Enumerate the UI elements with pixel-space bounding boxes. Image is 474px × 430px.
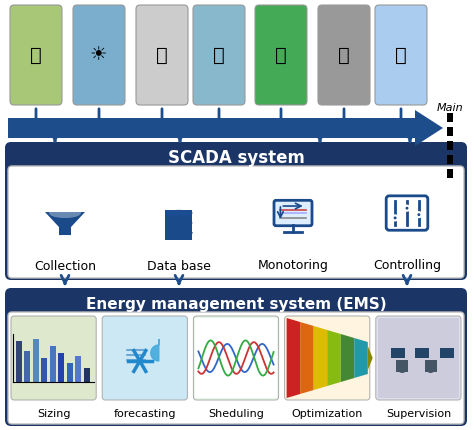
Text: Optimization: Optimization <box>292 409 363 419</box>
FancyBboxPatch shape <box>375 5 427 105</box>
FancyBboxPatch shape <box>5 288 467 426</box>
Bar <box>58 353 64 382</box>
Bar <box>396 360 408 372</box>
Text: Data base: Data base <box>147 259 211 273</box>
Bar <box>195 318 277 398</box>
Text: 🏭: 🏭 <box>156 46 168 64</box>
Polygon shape <box>300 322 314 394</box>
Bar <box>425 360 437 372</box>
Bar <box>447 169 453 178</box>
Bar <box>415 348 429 358</box>
Bar <box>447 113 453 122</box>
Ellipse shape <box>165 220 192 226</box>
Polygon shape <box>327 330 341 386</box>
FancyBboxPatch shape <box>255 5 307 105</box>
Text: 🌬️: 🌬️ <box>30 46 42 64</box>
FancyBboxPatch shape <box>10 5 62 105</box>
Text: 🏠: 🏠 <box>395 46 407 64</box>
Text: 🗄️: 🗄️ <box>338 46 350 64</box>
FancyBboxPatch shape <box>376 316 461 400</box>
Polygon shape <box>341 334 354 382</box>
Text: Sizing: Sizing <box>37 409 70 419</box>
Text: 🏔️: 🏔️ <box>213 46 225 64</box>
Bar <box>84 368 90 382</box>
Polygon shape <box>314 326 327 390</box>
Bar <box>165 220 192 230</box>
Circle shape <box>404 206 410 211</box>
Bar <box>447 141 453 150</box>
Polygon shape <box>354 338 368 378</box>
Bar <box>165 230 192 240</box>
Bar <box>165 210 192 220</box>
Polygon shape <box>151 339 159 361</box>
Text: forecasting: forecasting <box>114 409 176 419</box>
Ellipse shape <box>49 208 81 218</box>
Text: Main: Main <box>437 103 463 113</box>
Bar <box>8 118 415 138</box>
Bar <box>16 341 21 382</box>
Bar <box>440 348 454 358</box>
FancyBboxPatch shape <box>284 316 370 400</box>
Ellipse shape <box>165 230 192 236</box>
Circle shape <box>397 363 407 373</box>
FancyBboxPatch shape <box>193 316 279 400</box>
Text: Sheduling: Sheduling <box>208 409 264 419</box>
Bar <box>41 358 47 382</box>
FancyBboxPatch shape <box>318 5 370 105</box>
Text: Monotoring: Monotoring <box>257 259 328 273</box>
FancyBboxPatch shape <box>8 312 464 424</box>
Circle shape <box>392 215 398 221</box>
Bar <box>24 351 30 382</box>
Bar <box>33 339 39 382</box>
Circle shape <box>426 363 436 373</box>
Polygon shape <box>287 318 300 398</box>
Text: 🔋: 🔋 <box>275 46 287 64</box>
Bar <box>50 346 56 382</box>
Text: Supervision: Supervision <box>386 409 451 419</box>
Circle shape <box>416 212 421 217</box>
Ellipse shape <box>165 210 192 216</box>
FancyBboxPatch shape <box>102 316 187 400</box>
FancyBboxPatch shape <box>136 5 188 105</box>
Bar <box>378 318 459 398</box>
Text: SCADA system: SCADA system <box>168 149 304 167</box>
Bar <box>67 363 73 382</box>
Polygon shape <box>415 110 443 146</box>
FancyBboxPatch shape <box>8 166 464 278</box>
Bar <box>391 348 405 358</box>
FancyBboxPatch shape <box>274 200 312 226</box>
Text: Collection: Collection <box>34 259 96 273</box>
Bar <box>447 127 453 136</box>
Bar <box>447 155 453 164</box>
Text: Controlling: Controlling <box>373 259 441 273</box>
Polygon shape <box>45 212 85 235</box>
Text: ☀️: ☀️ <box>90 46 108 64</box>
Text: Energy management system (EMS): Energy management system (EMS) <box>86 297 386 311</box>
FancyBboxPatch shape <box>11 316 96 400</box>
FancyBboxPatch shape <box>5 142 467 280</box>
Ellipse shape <box>165 210 192 216</box>
Ellipse shape <box>165 230 192 236</box>
FancyBboxPatch shape <box>73 5 125 105</box>
FancyBboxPatch shape <box>193 5 245 105</box>
Polygon shape <box>368 346 373 370</box>
Bar <box>75 356 82 382</box>
